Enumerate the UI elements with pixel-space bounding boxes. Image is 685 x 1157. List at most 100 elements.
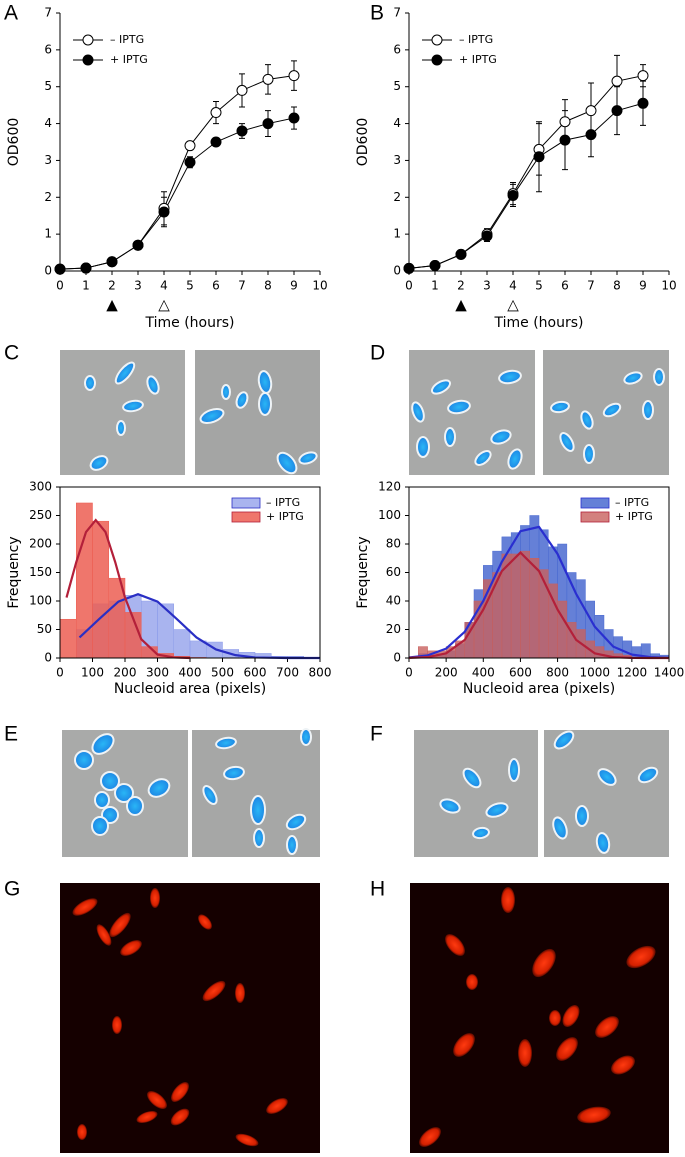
data-point	[262, 118, 274, 130]
data-point	[158, 206, 170, 218]
y-tick-label: 5	[393, 79, 401, 93]
panel-label: E	[4, 723, 18, 746]
legend-swatch	[580, 497, 610, 509]
panel-label: H	[370, 878, 385, 901]
y-tick-label: 3	[44, 153, 52, 167]
axes	[59, 13, 320, 272]
x-axis-label: Time (hours)	[494, 315, 584, 331]
x-tick-label: 1400	[654, 666, 685, 680]
x-tick-label: 4	[160, 279, 168, 293]
x-tick-label: 1	[431, 279, 439, 293]
x-tick-label: 5	[535, 279, 543, 293]
x-tick-label: 3	[134, 279, 142, 293]
y-tick-label: 200	[29, 537, 52, 551]
data-point	[429, 259, 441, 271]
panel-label: A	[4, 2, 18, 25]
annotation: △	[158, 296, 170, 314]
y-axis-label: OD600	[355, 118, 371, 167]
histogram-bar	[157, 603, 174, 659]
data-point	[262, 73, 274, 85]
plot-frame	[408, 486, 670, 659]
x-tick-label: 500	[211, 666, 234, 680]
y-tick-label: 1	[393, 227, 401, 241]
y-axis-label: OD600	[6, 118, 22, 167]
fit-curve	[65, 518, 191, 660]
data-point	[533, 151, 545, 163]
x-tick-label: 2	[457, 279, 465, 293]
y-tick-label: 40	[386, 594, 401, 608]
y-tick-label: 0	[44, 264, 52, 278]
legend-marker	[431, 54, 443, 66]
x-tick-label: 600	[509, 666, 532, 680]
x-tick-label: 10	[661, 279, 676, 293]
x-axis-label: Time (hours)	[145, 315, 235, 331]
legend-swatch	[580, 511, 610, 523]
histogram-bar	[510, 553, 521, 659]
y-tick-label: 2	[393, 190, 401, 204]
y-tick-label: 100	[378, 508, 401, 522]
histogram-bar	[557, 600, 568, 659]
x-tick-label: 400	[472, 666, 495, 680]
data-point	[455, 248, 467, 260]
x-tick-label: 4	[509, 279, 517, 293]
plot-frame	[59, 486, 321, 659]
series-line	[59, 117, 295, 270]
micrographs	[60, 350, 669, 1153]
y-tick-label: 60	[386, 565, 401, 579]
data-point	[559, 134, 571, 146]
x-tick-label: 8	[613, 279, 621, 293]
y-tick-label: 0	[393, 264, 401, 278]
x-tick-label: 200	[435, 666, 458, 680]
data-point	[236, 84, 248, 96]
x-tick-label: 9	[639, 279, 647, 293]
y-tick-label: 120	[378, 480, 401, 494]
histogram-bar	[189, 640, 207, 659]
y-tick-label: 0	[393, 651, 401, 665]
y-tick-label: 3	[393, 153, 401, 167]
x-tick-label: 6	[561, 279, 569, 293]
series-line	[408, 75, 644, 269]
y-tick-label: 5	[44, 79, 52, 93]
data-point	[637, 70, 649, 82]
legend-marker	[431, 34, 443, 46]
annotation: ▲	[455, 296, 467, 314]
x-tick-label: 100	[81, 666, 104, 680]
data-point	[559, 116, 571, 128]
y-tick-label: 4	[393, 116, 401, 130]
data-point	[236, 125, 248, 137]
data-point	[132, 239, 144, 251]
series-line	[408, 102, 644, 269]
data-point	[210, 136, 222, 148]
histogram-bar	[594, 646, 605, 659]
y-tick-label: 6	[393, 42, 401, 56]
y-tick-label: 1	[44, 227, 52, 241]
x-tick-label: 300	[146, 666, 169, 680]
legend-label: – IPTG	[459, 33, 493, 46]
data-point	[210, 107, 222, 119]
x-tick-label: 0	[405, 279, 413, 293]
data-point	[611, 75, 623, 87]
y-tick-label: 2	[44, 190, 52, 204]
data-point	[184, 156, 196, 168]
histogram-bar	[92, 520, 109, 659]
data-point	[637, 97, 649, 109]
panel-label: F	[370, 723, 383, 746]
y-tick-label: 7	[44, 6, 52, 20]
legend-swatch	[231, 511, 261, 523]
panel-labels: A B C D E F G H	[4, 2, 385, 901]
data-point	[481, 230, 493, 242]
histogram-bar	[59, 618, 77, 659]
data-point	[80, 262, 92, 274]
y-tick-label: 80	[386, 537, 401, 551]
data-point	[611, 105, 623, 117]
histogram-bar	[520, 550, 530, 659]
x-tick-label: 800	[546, 666, 569, 680]
legend-label: + IPTG	[110, 53, 148, 66]
y-tick-label: 20	[386, 622, 401, 636]
x-tick-label: 3	[483, 279, 491, 293]
x-tick-label: 2	[108, 279, 116, 293]
panel-label: B	[370, 2, 384, 25]
legend-marker	[82, 54, 94, 66]
panel-label: C	[4, 342, 19, 365]
